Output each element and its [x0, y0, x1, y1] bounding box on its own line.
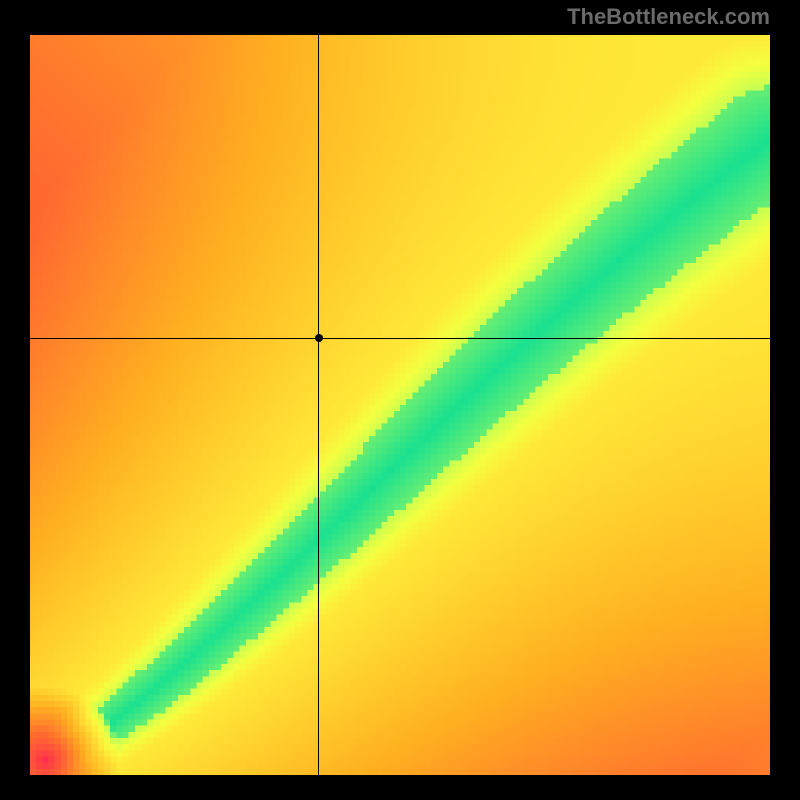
- watermark-text: TheBottleneck.com: [567, 4, 770, 30]
- crosshair-horizontal: [30, 338, 770, 339]
- crosshair-vertical: [318, 35, 319, 775]
- chart-container: TheBottleneck.com: [0, 0, 800, 800]
- bottleneck-heatmap: [30, 35, 770, 775]
- crosshair-marker: [315, 334, 323, 342]
